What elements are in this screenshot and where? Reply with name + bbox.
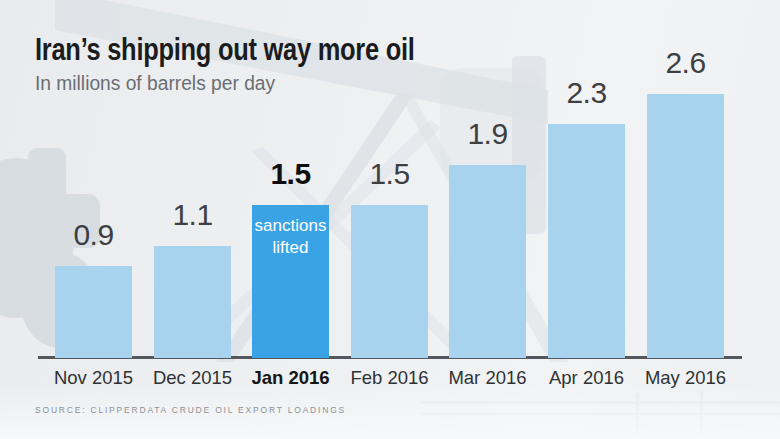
source-credit: SOURCE: CLIPPERDATA CRUDE OIL EXPORT LOA… (35, 405, 346, 415)
infographic-canvas: Iran’s shipping out way more oil In mill… (0, 0, 780, 439)
bar-apr-2016 (548, 124, 625, 358)
value-label-mar-2016: 1.9 (427, 117, 548, 151)
bar-dec-2015 (154, 246, 231, 358)
bar-may-2016 (647, 94, 724, 358)
value-label-feb-2016: 1.5 (329, 157, 450, 191)
bar-feb-2016 (351, 205, 428, 358)
value-label-apr-2016: 2.3 (526, 76, 647, 110)
value-label-dec-2015: 1.1 (132, 198, 253, 232)
bar-chart: 0.9Nov 20151.1Dec 20151.5Jan 2016sanctio… (0, 0, 780, 439)
bar-mar-2016 (449, 165, 526, 358)
x-axis-label-may-2016: May 2016 (625, 367, 746, 389)
bar-nov-2015 (55, 266, 132, 358)
bar-annotation: sanctions lifted (252, 215, 329, 260)
value-label-may-2016: 2.6 (625, 46, 746, 80)
